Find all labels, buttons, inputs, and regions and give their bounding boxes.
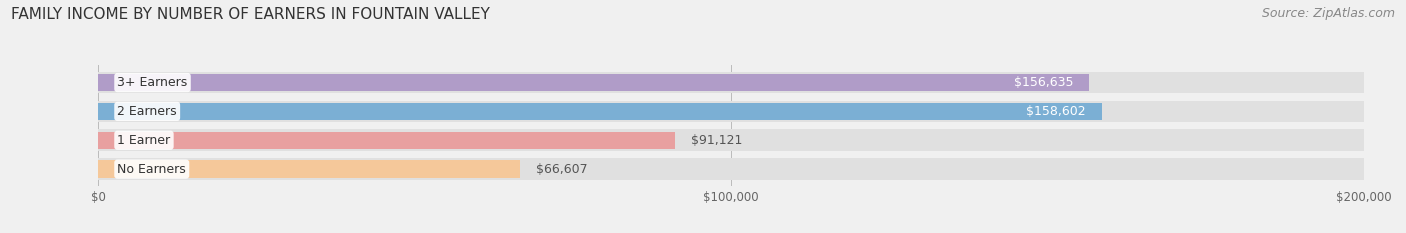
Bar xyxy=(98,74,1090,91)
Text: No Earners: No Earners xyxy=(118,163,186,176)
Bar xyxy=(98,72,1364,93)
Bar xyxy=(98,158,1364,180)
Bar xyxy=(98,101,1364,122)
Text: Source: ZipAtlas.com: Source: ZipAtlas.com xyxy=(1261,7,1395,20)
Text: FAMILY INCOME BY NUMBER OF EARNERS IN FOUNTAIN VALLEY: FAMILY INCOME BY NUMBER OF EARNERS IN FO… xyxy=(11,7,491,22)
Text: 2 Earners: 2 Earners xyxy=(118,105,177,118)
Text: $91,121: $91,121 xyxy=(690,134,742,147)
Text: $156,635: $156,635 xyxy=(1014,76,1074,89)
Text: 3+ Earners: 3+ Earners xyxy=(118,76,187,89)
Bar xyxy=(98,129,1364,151)
Text: 1 Earner: 1 Earner xyxy=(118,134,170,147)
Text: $66,607: $66,607 xyxy=(536,163,588,176)
Bar xyxy=(98,161,520,178)
Bar xyxy=(98,103,1102,120)
Text: $158,602: $158,602 xyxy=(1026,105,1085,118)
Bar xyxy=(98,132,675,149)
